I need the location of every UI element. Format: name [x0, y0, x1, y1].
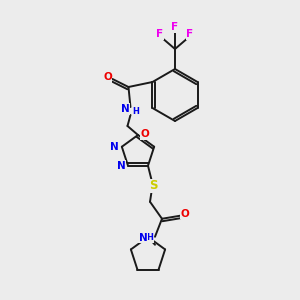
Text: O: O — [141, 129, 149, 139]
Text: O: O — [103, 72, 112, 82]
Text: F: F — [156, 29, 164, 39]
Text: H: H — [147, 233, 153, 242]
Text: O: O — [181, 209, 189, 219]
Text: H: H — [132, 107, 139, 116]
Text: N: N — [121, 104, 130, 114]
Text: S: S — [149, 179, 157, 192]
Text: F: F — [171, 22, 178, 32]
Text: N: N — [117, 161, 125, 171]
Text: N: N — [110, 142, 119, 152]
Text: F: F — [186, 29, 194, 39]
Text: N: N — [139, 233, 147, 243]
